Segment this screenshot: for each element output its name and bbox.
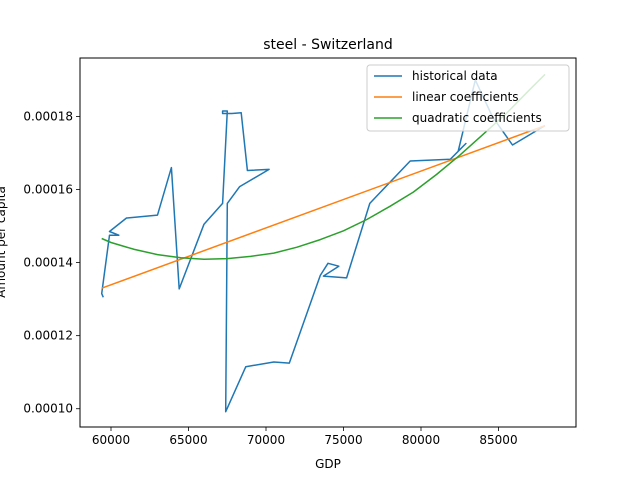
x-tick-label: 80000 [402,433,440,447]
x-axis-title: GDP [315,457,341,471]
x-tick-label: 75000 [324,433,362,447]
legend-label: historical data [412,69,498,83]
y-tick-label: 0.00018 [23,109,73,123]
y-tick-label: 0.00014 [23,256,73,270]
x-tick-label: 65000 [169,433,207,447]
y-tick-label: 0.00016 [23,183,73,197]
y-axis-title: Amount per capita [0,186,8,298]
x-tick-label: 60000 [92,433,130,447]
series-line-linear-coefficients [101,124,546,289]
plot-frame [79,57,577,428]
legend-box [366,64,570,132]
series-line-historical-data [100,79,546,413]
x-tick-label: 70000 [247,433,285,447]
legend: historical data linear coefficients quadra… [366,64,570,132]
x-tick-label: 85000 [479,433,517,447]
legend-label: quadratic coefficients [412,111,542,125]
chart-title: steel - Switzerland [263,37,393,53]
series-line-quadratic-coefficients [101,73,546,261]
y-tick-label: 0.00010 [23,402,73,416]
y-tick-label: 0.00012 [23,329,73,343]
legend-label: linear coefficients [412,90,519,104]
